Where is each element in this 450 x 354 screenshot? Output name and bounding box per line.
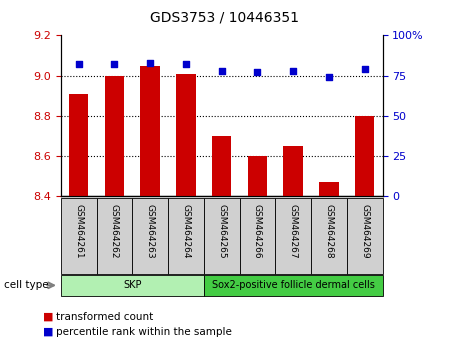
Text: GSM464261: GSM464261 [74, 204, 83, 259]
Bar [176, 74, 196, 196]
Point [111, 62, 118, 67]
Text: GSM464262: GSM464262 [110, 204, 119, 259]
Bar [61, 198, 96, 274]
Point [182, 62, 189, 67]
Bar [168, 198, 204, 274]
Bar [355, 116, 374, 196]
Text: transformed count: transformed count [56, 312, 153, 322]
Bar [248, 156, 267, 196]
Text: GSM464265: GSM464265 [217, 204, 226, 259]
Bar [311, 198, 347, 274]
Bar [204, 198, 239, 274]
Bar [140, 65, 160, 196]
Text: cell type: cell type [4, 280, 49, 290]
Bar [204, 275, 382, 296]
Bar [104, 76, 124, 196]
Text: GSM464267: GSM464267 [288, 204, 297, 259]
Bar [275, 198, 311, 274]
Bar [132, 198, 168, 274]
Text: Sox2-positive follicle dermal cells: Sox2-positive follicle dermal cells [212, 280, 374, 290]
Text: SKP: SKP [123, 280, 141, 290]
Text: percentile rank within the sample: percentile rank within the sample [56, 327, 232, 337]
Point [289, 68, 297, 74]
Point [218, 68, 225, 74]
Point [75, 62, 82, 67]
Bar [239, 198, 275, 274]
Point [361, 67, 368, 72]
Text: GSM464263: GSM464263 [146, 204, 155, 259]
Text: GSM464264: GSM464264 [181, 204, 190, 259]
Bar [212, 136, 231, 196]
Bar [61, 275, 204, 296]
Point [254, 70, 261, 75]
Text: ■: ■ [43, 327, 53, 337]
Bar [319, 182, 339, 196]
Text: GSM464266: GSM464266 [253, 204, 262, 259]
Bar [284, 146, 303, 196]
Text: GSM464268: GSM464268 [324, 204, 333, 259]
Text: ■: ■ [43, 312, 53, 322]
Bar [347, 198, 382, 274]
Point [325, 74, 333, 80]
Text: GSM464269: GSM464269 [360, 204, 369, 259]
Bar [69, 94, 89, 196]
Point [147, 60, 154, 65]
Text: GDS3753 / 10446351: GDS3753 / 10446351 [150, 11, 300, 25]
Bar [96, 198, 132, 274]
